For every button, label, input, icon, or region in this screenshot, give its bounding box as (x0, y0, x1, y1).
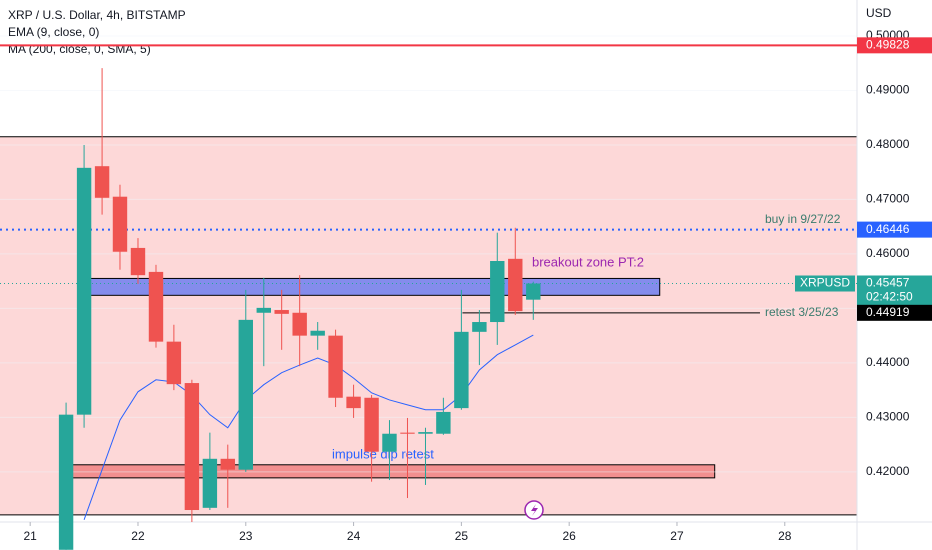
indicator-label: EMA (9, close, 0) (8, 25, 99, 39)
x-tick-label: 21 (24, 529, 38, 543)
x-tick-label: 22 (131, 529, 145, 543)
price-label: 0.49828 (866, 38, 910, 52)
price-label-box (857, 37, 932, 54)
x-tick-label: 23 (239, 529, 253, 543)
candle-body (256, 307, 271, 313)
price-label: 0.46446 (866, 222, 910, 236)
level-text: retest 3/25/23 (765, 305, 839, 319)
zone (65, 464, 716, 479)
x-tick-label: 24 (347, 529, 361, 543)
lightning-icon (524, 500, 544, 520)
y-tick-label: 0.43000 (866, 410, 910, 424)
candle-body (382, 433, 397, 452)
x-tick-label: 25 (455, 529, 469, 543)
x-tick-label: 27 (670, 529, 684, 543)
candle-body (310, 330, 325, 336)
candle-body (130, 247, 146, 276)
candle-body (94, 166, 110, 198)
candle-body (76, 167, 92, 415)
y-tick-label: 0.46000 (866, 246, 910, 260)
candle-body (400, 432, 415, 434)
candle-body (292, 312, 307, 336)
candle-body (202, 458, 218, 508)
candle-body (472, 322, 487, 332)
candle-body (418, 432, 433, 434)
price-label-box (857, 304, 932, 321)
candle-body (274, 310, 289, 314)
price-label-box (857, 221, 932, 238)
candle-body (508, 258, 523, 312)
x-tick-label: 28 (778, 529, 792, 543)
annotation: impulse dip retest (332, 446, 434, 461)
level-text: buy in 9/27/22 (765, 212, 841, 226)
plot-area (0, 35, 857, 516)
candle-body (364, 397, 379, 452)
candle-body (58, 414, 74, 550)
y-tick-label: 0.47000 (866, 192, 910, 206)
candle-body (454, 331, 469, 409)
y-tick-label: 0.48000 (866, 137, 910, 151)
symbol-box (795, 275, 855, 292)
axis-unit: USD (866, 6, 892, 20)
countdown: 02:42:50 (866, 290, 913, 304)
candle-body (238, 319, 253, 470)
price-label: 0.44919 (866, 305, 910, 319)
candle-body (166, 341, 182, 385)
price-label: 0.45457 (866, 276, 910, 290)
candle-body (436, 411, 451, 434)
candle-body (220, 458, 235, 470)
candle-body (112, 196, 128, 252)
x-tick-label: 26 (562, 529, 576, 543)
candle-body (328, 335, 343, 398)
zone (82, 277, 661, 296)
y-tick-label: 0.42000 (866, 464, 910, 478)
chart-title: XRP / U.S. Dollar, 4h, BITSTAMP (8, 8, 186, 22)
indicator-label: MA (200, close, 0, SMA, 5) (8, 42, 151, 56)
symbol-label: XRPUSD (800, 276, 850, 290)
candle-body (490, 261, 505, 323)
price-label-box (857, 275, 932, 306)
y-tick-label: 0.49000 (866, 83, 910, 97)
candle-body (346, 396, 361, 409)
annotation: breakout zone PT:2 (532, 254, 644, 269)
candle-body (184, 383, 200, 511)
candle-body (526, 283, 541, 300)
y-tick-label: 0.44000 (866, 355, 910, 369)
candle-body (148, 271, 164, 342)
